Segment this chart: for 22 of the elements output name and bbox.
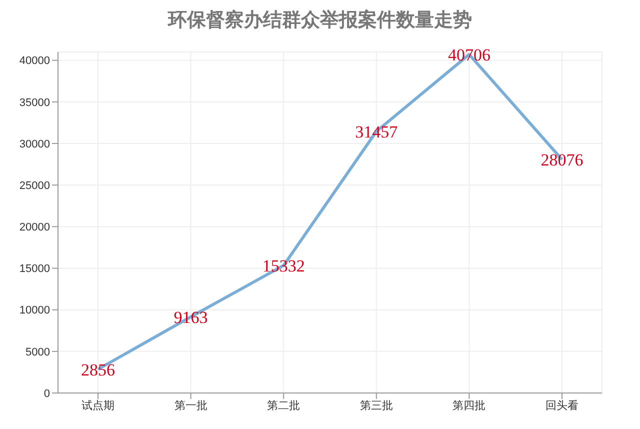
- y-tick-label: 25000: [19, 180, 50, 192]
- chart-title: 环保督察办结群众举报案件数量走势: [166, 8, 473, 33]
- data-label: 28076: [540, 150, 584, 170]
- y-tick-label: 10000: [19, 304, 50, 317]
- y-tick-label: 0: [44, 388, 50, 400]
- data-label: 40706: [448, 45, 490, 64]
- y-tick-label: 15000: [19, 263, 50, 276]
- x-tick-label: 第四批: [452, 400, 486, 412]
- data-label: 15332: [262, 256, 305, 276]
- data-label: 2856: [81, 360, 115, 380]
- x-tick-label: 第一批: [174, 400, 208, 412]
- data-label: 31457: [355, 122, 398, 142]
- x-tick-label: 试点期: [82, 398, 114, 412]
- x-tick-label: 第三批: [360, 400, 393, 412]
- x-tick-label: 回头看: [546, 398, 578, 412]
- y-tick-label: 20000: [19, 222, 50, 234]
- y-tick-label: 40000: [19, 55, 50, 68]
- data-label: 9163: [174, 308, 208, 327]
- x-tick-label: 第二批: [267, 400, 300, 412]
- y-tick-label: 5000: [26, 346, 50, 358]
- y-tick-label: 35000: [19, 96, 50, 109]
- y-tick-label: 30000: [19, 138, 50, 150]
